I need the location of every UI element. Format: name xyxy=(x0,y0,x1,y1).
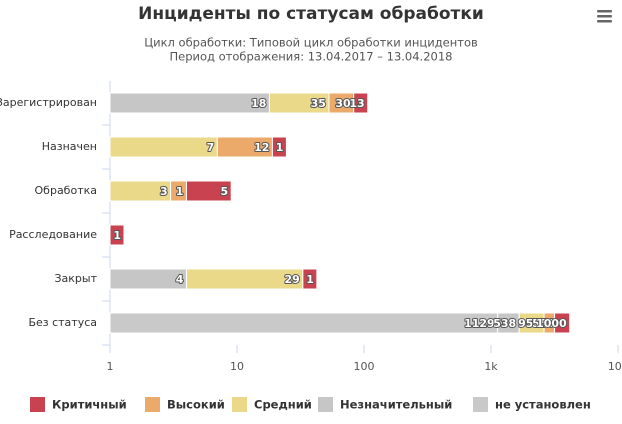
legend-label: Критичный xyxy=(52,398,127,412)
legend-swatch xyxy=(30,397,45,412)
value-label: 4 xyxy=(176,273,184,286)
legend-swatch xyxy=(473,397,488,412)
value-label: 35 xyxy=(311,97,326,110)
legend-item[interactable]: Высокий xyxy=(145,397,225,412)
y-tick-label: Назначен xyxy=(42,140,97,153)
value-label: 550 xyxy=(532,317,555,330)
menu-button[interactable] xyxy=(597,10,612,23)
value-label: 538 xyxy=(493,317,516,330)
legend-label: Средний xyxy=(254,398,312,412)
y-tick-label: Без статуса xyxy=(28,316,97,329)
chart-title: Инциденты по статусам обработки xyxy=(138,4,484,24)
chart-subtitle: Период отображения: 13.04.2017 – 13.04.2… xyxy=(170,50,453,64)
legend-item[interactable]: Незначительный xyxy=(318,397,452,412)
value-label: 13 xyxy=(349,97,364,110)
legend-label: Высокий xyxy=(167,398,225,412)
bar-segment xyxy=(353,92,369,114)
x-tick-label: 100 xyxy=(354,360,375,373)
y-tick-label: Зарегистрирован xyxy=(0,96,97,109)
value-label: 30 xyxy=(335,97,351,110)
value-label: 5 xyxy=(221,185,229,198)
x-tick-label: 10 xyxy=(230,360,244,373)
legend-item[interactable]: не установлен xyxy=(473,397,591,412)
value-label: 18 xyxy=(251,97,266,110)
x-tick-label: 10k xyxy=(608,360,622,373)
value-label: 1 xyxy=(176,185,184,198)
value-label: 1 xyxy=(276,141,284,154)
legend-item[interactable]: Критичный xyxy=(30,397,127,412)
x-tick-label: 1 xyxy=(107,360,114,373)
legend-swatch xyxy=(145,397,160,412)
bar-segment xyxy=(554,312,571,334)
bar-segment xyxy=(185,180,232,202)
legend-label: Незначительный xyxy=(340,398,452,412)
chart-subtitle: Цикл обработки: Типовой цикл обработки и… xyxy=(144,36,478,50)
y-tick-label: Обработка xyxy=(35,184,97,197)
value-label: 1 xyxy=(113,229,121,242)
legend-label: не установлен xyxy=(495,398,591,412)
bar-segment xyxy=(109,136,218,158)
bar-segment xyxy=(109,92,270,114)
value-label: 950 xyxy=(518,317,541,330)
value-label: 29 xyxy=(285,273,300,286)
value-label: 3 xyxy=(160,185,168,198)
y-tick-label: Расследование xyxy=(9,228,97,241)
bar-segment xyxy=(302,268,318,290)
value-label: 1 xyxy=(306,273,314,286)
bar-segment xyxy=(109,224,125,246)
value-label: 1000 xyxy=(536,317,567,330)
value-label: 7 xyxy=(207,141,215,154)
bar-segment xyxy=(271,136,287,158)
legend-swatch xyxy=(318,397,333,412)
legend-swatch xyxy=(232,397,247,412)
x-tick-label: 1k xyxy=(484,360,498,373)
value-label: 12 xyxy=(254,141,269,154)
y-tick-label: Закрыт xyxy=(54,272,97,285)
value-label: 1129 xyxy=(464,317,495,330)
bar-segment xyxy=(109,312,499,334)
legend-item[interactable]: Средний xyxy=(232,397,312,412)
